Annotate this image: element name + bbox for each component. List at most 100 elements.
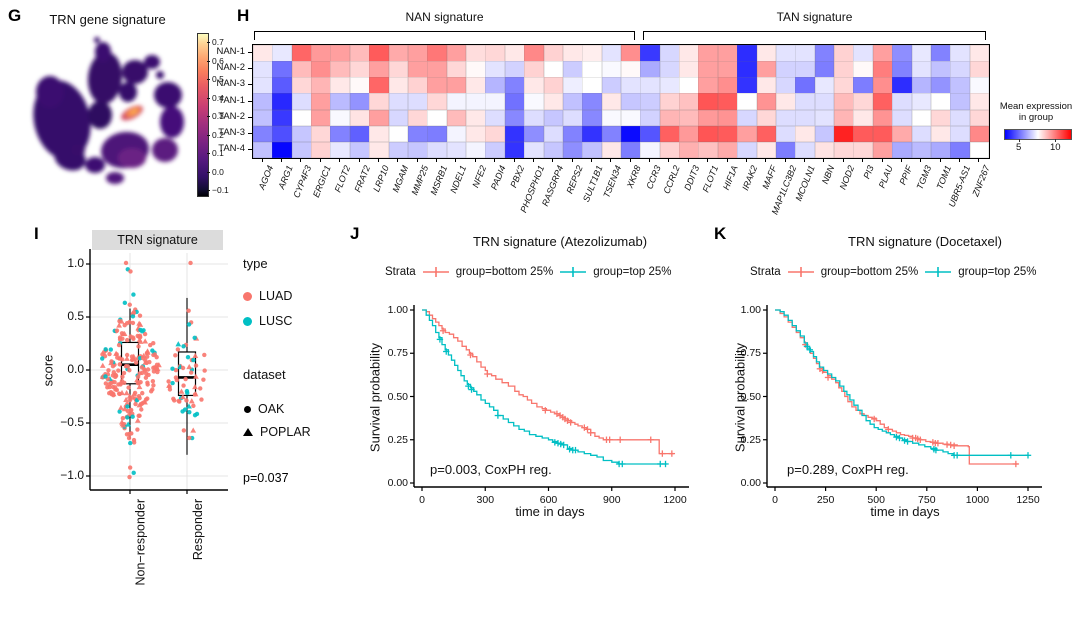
heatmap-cell <box>369 61 389 78</box>
heatmap-cell <box>601 93 622 110</box>
heatmap-cell <box>272 61 293 78</box>
heatmap-cell <box>562 61 583 78</box>
jitter-triangle <box>118 404 124 410</box>
heatmap-cell <box>930 61 951 78</box>
umap-colorbar-tick-mark <box>207 171 210 173</box>
jitter-point <box>116 382 121 387</box>
heatmap-cell <box>872 93 893 110</box>
umap-colorbar-tick-label: 0.7 <box>212 37 224 48</box>
jitter-point <box>117 337 123 342</box>
heatmap-cell <box>892 109 912 127</box>
heatmap-column-tick <box>532 158 534 162</box>
jitter-point <box>131 470 136 476</box>
km2-pvalue: p=0.289, CoxPH reg. <box>787 462 909 477</box>
heatmap-cell <box>272 77 293 94</box>
jitter-point <box>188 260 193 266</box>
boxplot-ytick-label: 0.0 <box>67 362 84 376</box>
heatmap-cell <box>446 141 467 159</box>
jitter-point <box>181 383 186 388</box>
heatmap-cell <box>969 141 990 159</box>
heatmap-column-tick <box>590 158 592 162</box>
boxplot-title-strip: TRN signature <box>92 230 223 250</box>
heatmap-cell <box>562 77 583 94</box>
km1-plot <box>410 305 689 491</box>
heatmap-cell <box>601 109 622 127</box>
heatmap-cell <box>311 77 331 94</box>
jitter-point <box>154 365 159 371</box>
heatmap-cell <box>311 93 331 110</box>
heatmap-cell <box>291 61 312 78</box>
heatmap-cell <box>253 109 273 127</box>
jitter-triangle <box>142 399 148 405</box>
jitter-triangle <box>178 388 185 394</box>
gene-label: HIF1A <box>720 164 740 192</box>
jitter-point <box>136 344 141 349</box>
km1-key-top25-label: group=top 25% <box>593 266 672 278</box>
heatmap-cell <box>504 93 525 110</box>
umap-colorbar-tick-mark <box>207 190 210 192</box>
heatmap-cell <box>446 77 467 94</box>
gene-label: DDIT3 <box>682 164 702 192</box>
heatmap-row-tick <box>248 116 252 118</box>
heatmap-cell <box>485 93 506 110</box>
heatmap-cell <box>640 125 661 143</box>
heatmap-cell <box>330 61 351 78</box>
jitter-point <box>137 355 143 361</box>
jitter-point <box>202 352 207 358</box>
heatmap-column-tick <box>823 158 825 162</box>
heatmap-row-tick <box>248 132 252 134</box>
legend-item-oak: OAK <box>244 402 284 416</box>
heatmap-cell <box>562 125 583 143</box>
jitter-point <box>198 386 203 391</box>
jitter-point <box>109 391 114 396</box>
heatmap-cell <box>485 45 506 62</box>
jitter-point <box>201 377 206 382</box>
heatmap-column-tick <box>474 158 476 162</box>
jitter-point <box>191 403 196 409</box>
heatmap-cell <box>698 125 719 143</box>
heatmap-cell <box>601 77 622 94</box>
km-xtick-label: 1200 <box>663 494 687 506</box>
boxplot-ytick-label: 1.0 <box>67 256 84 270</box>
jitter-triangle <box>192 352 199 358</box>
jitter-point <box>177 399 182 404</box>
jitter-point <box>133 401 138 407</box>
jitter-point <box>124 321 130 326</box>
heatmap-cell <box>272 109 293 127</box>
gene-label: ERGIC1 <box>311 164 334 199</box>
heatmap-cell <box>349 141 370 159</box>
km2-strata-legend: Strata group=bottom 25% group=top 25% <box>750 266 1037 278</box>
jitter-triangle <box>136 402 143 408</box>
heatmap-cell <box>601 61 622 78</box>
gene-label: MMP25 <box>408 164 430 197</box>
heatmap-colorbar-tick-label: 10 <box>1050 142 1061 153</box>
km2-key-top25-label: group=top 25% <box>958 266 1037 278</box>
heatmap-cell <box>311 61 331 78</box>
jitter-point <box>120 374 125 380</box>
heatmap-cell <box>756 77 777 94</box>
heatmap-cell <box>582 93 603 110</box>
boxplot-category-non-responder: Non−responder <box>134 499 148 586</box>
umap-colorbar-tick-mark <box>207 79 210 81</box>
heatmap-cell <box>524 125 544 143</box>
gene-label: PI3 <box>861 164 876 181</box>
jitter-point <box>116 368 121 373</box>
heatmap-cell <box>485 109 506 127</box>
umap-colorbar-tick-mark <box>207 60 210 62</box>
heatmap-cell <box>795 93 816 110</box>
heatmap-cell <box>737 125 757 143</box>
jitter-point <box>139 407 144 412</box>
umap-colorbar-tick-label: 0.6 <box>212 55 224 66</box>
jitter-point <box>167 387 173 392</box>
heatmap-cell <box>911 141 932 159</box>
heatmap-cell <box>407 77 428 94</box>
heatmap-cell <box>930 141 951 159</box>
heatmap-cell <box>407 61 428 78</box>
heatmap-column-tick <box>900 158 902 162</box>
jitter-point <box>174 377 180 383</box>
heatmap-cell <box>524 61 544 78</box>
heatmap-colorbar <box>1004 129 1072 140</box>
heatmap-cell <box>543 125 564 143</box>
jitter-point <box>127 302 132 307</box>
heatmap-cell <box>795 45 816 62</box>
